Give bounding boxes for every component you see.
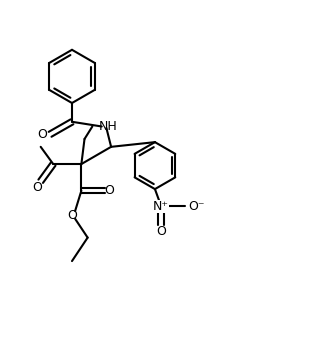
Text: O: O <box>156 225 166 238</box>
Text: N⁺: N⁺ <box>153 200 169 213</box>
Text: O⁻: O⁻ <box>188 200 204 213</box>
Text: O: O <box>33 181 43 194</box>
Text: O: O <box>37 128 47 141</box>
Text: O: O <box>67 209 77 222</box>
Text: O: O <box>105 184 115 197</box>
Text: NH: NH <box>99 120 117 133</box>
